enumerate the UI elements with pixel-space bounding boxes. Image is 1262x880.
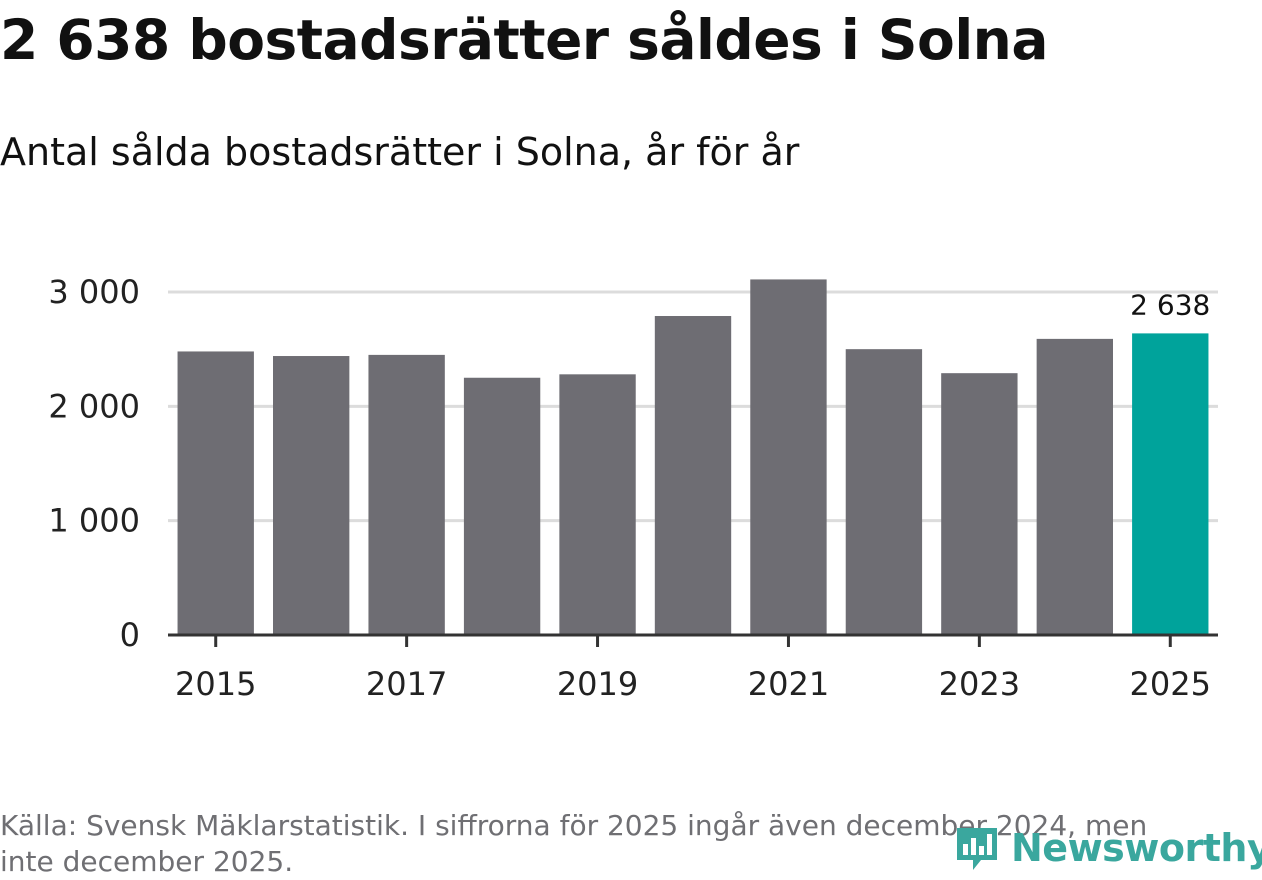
source-note: Källa: Svensk Mäklarstatistik. I siffror… bbox=[0, 809, 1148, 878]
newsworthy-logo: Newsworthy bbox=[951, 822, 1262, 874]
y-tick-label: 3 000 bbox=[48, 273, 140, 311]
x-tick-label: 2021 bbox=[748, 665, 829, 703]
bar bbox=[273, 356, 350, 635]
y-tick-label: 2 000 bbox=[48, 387, 140, 425]
bar bbox=[368, 354, 445, 635]
newsworthy-logo-icon bbox=[957, 828, 997, 870]
logo-text: Newsworthy bbox=[1011, 826, 1262, 870]
bar-highlight bbox=[1132, 333, 1209, 635]
bar bbox=[941, 373, 1018, 635]
bar bbox=[845, 349, 923, 635]
bar-chart: 0 1 000 2 000 3 000 2 638 2015 2017 2019 2021 202… bbox=[48, 273, 1218, 703]
bar bbox=[177, 351, 254, 635]
data-label: 2 638 bbox=[1130, 288, 1210, 321]
x-tick-label: 2019 bbox=[557, 665, 638, 703]
bar bbox=[750, 279, 827, 635]
bar bbox=[463, 377, 541, 635]
chart-title: 2 638 bostadsrätter såldes i Solna bbox=[0, 8, 1048, 72]
y-tick-label: 0 bbox=[120, 616, 140, 654]
bar bbox=[559, 374, 636, 635]
y-tick-label: 1 000 bbox=[48, 502, 140, 540]
x-tick-label: 2015 bbox=[175, 665, 256, 703]
x-tick-label: 2025 bbox=[1130, 665, 1211, 703]
x-tick-label: 2023 bbox=[939, 665, 1020, 703]
x-tick-label: 2017 bbox=[366, 665, 447, 703]
bar bbox=[654, 316, 732, 635]
bar bbox=[1036, 338, 1113, 635]
chart-subtitle: Antal sålda bostadsrätter i Solna, år fö… bbox=[0, 130, 800, 174]
